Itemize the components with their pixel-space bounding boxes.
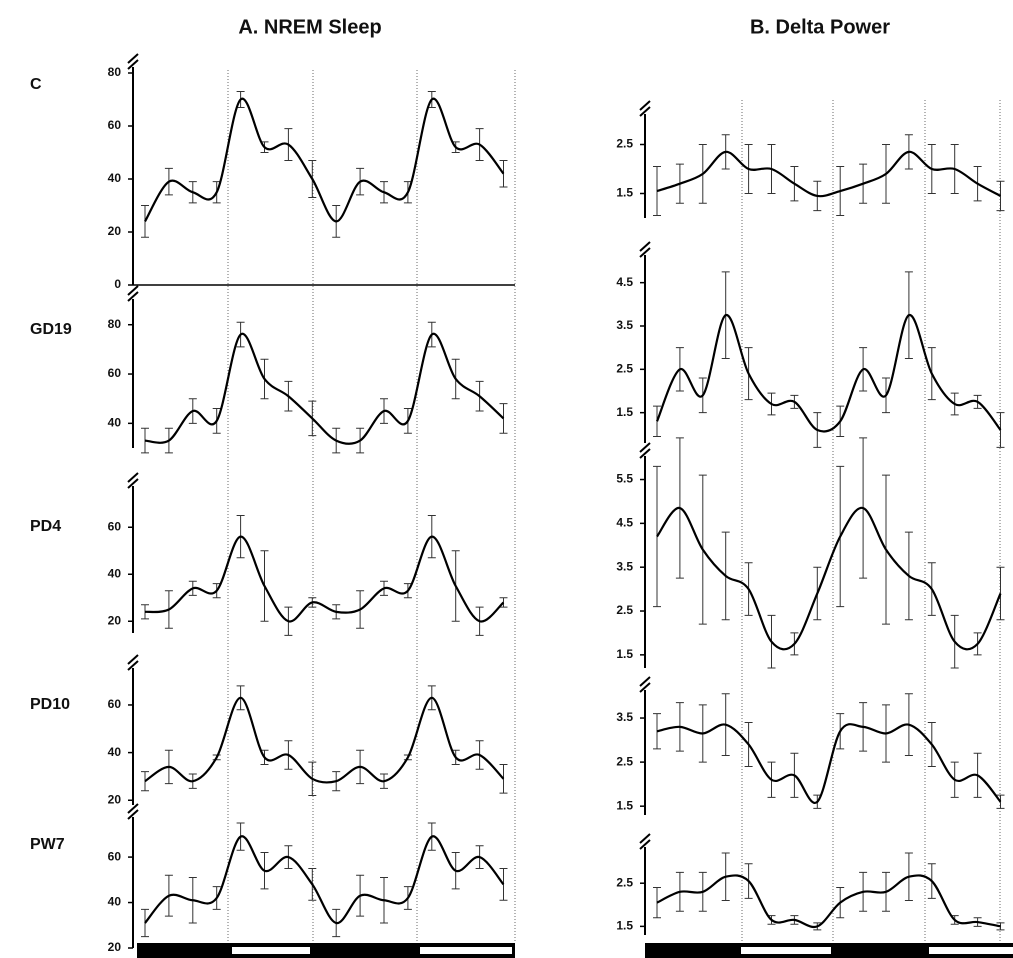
axis-break bbox=[639, 676, 651, 693]
y-tick-label: 2.5 bbox=[616, 362, 633, 376]
light-dark-bar bbox=[137, 943, 1013, 958]
data-line bbox=[144, 535, 505, 623]
y-tick-label: 2.5 bbox=[616, 603, 633, 617]
y-tick-label: 1.5 bbox=[616, 186, 633, 200]
error-bar bbox=[996, 794, 1005, 809]
y-tick-label: 60 bbox=[108, 697, 122, 711]
error-bar bbox=[499, 867, 508, 901]
data-line bbox=[656, 874, 1001, 929]
axis-break bbox=[127, 654, 139, 671]
error-bar bbox=[653, 713, 661, 750]
axis-break bbox=[639, 241, 651, 258]
row-label: PD10 bbox=[30, 696, 70, 713]
y-tick-label: 20 bbox=[108, 613, 122, 627]
y-tick-label: 60 bbox=[108, 519, 122, 533]
y-tick-label: 40 bbox=[108, 895, 122, 909]
error-bar bbox=[996, 922, 1005, 931]
row-label: C bbox=[30, 76, 42, 93]
row-label: GD19 bbox=[30, 321, 72, 338]
y-tick-label: 60 bbox=[108, 118, 122, 132]
axis-break bbox=[127, 803, 139, 820]
error-bar bbox=[499, 403, 508, 434]
error-bar bbox=[653, 405, 661, 437]
axis-break bbox=[127, 285, 139, 302]
y-tick-label: 80 bbox=[108, 317, 122, 331]
error-bar bbox=[141, 771, 149, 792]
y-tick-label: 40 bbox=[108, 566, 122, 580]
y-tick-label: 0 bbox=[114, 277, 121, 291]
y-tick-label: 4.5 bbox=[616, 516, 633, 530]
y-tick-label: 20 bbox=[108, 792, 122, 806]
y-tick-label: 1.5 bbox=[616, 405, 633, 419]
y-tick-label: 1.5 bbox=[616, 647, 633, 661]
y-tick-label: 40 bbox=[108, 745, 122, 759]
data-line bbox=[656, 150, 1002, 198]
row-label: PW7 bbox=[30, 836, 65, 853]
y-tick-label: 60 bbox=[108, 366, 122, 380]
data-line bbox=[144, 97, 505, 223]
y-tick-label: 1.5 bbox=[616, 798, 633, 812]
y-tick-label: 2.5 bbox=[616, 754, 633, 768]
row-label: PD4 bbox=[30, 518, 61, 535]
error-bar bbox=[996, 566, 1005, 621]
y-tick-label: 5.5 bbox=[616, 472, 633, 486]
data-line bbox=[656, 723, 1002, 805]
y-tick-label: 2.5 bbox=[616, 875, 633, 889]
data-line bbox=[656, 506, 1002, 651]
y-tick-label: 80 bbox=[108, 65, 122, 79]
column-title: B. Delta Power bbox=[750, 16, 890, 38]
y-tick-label: 1.5 bbox=[616, 919, 633, 933]
axis-break bbox=[639, 100, 651, 117]
column-title: A. NREM Sleep bbox=[238, 16, 381, 38]
axis-break bbox=[639, 442, 651, 459]
y-tick-label: 2.5 bbox=[616, 137, 633, 151]
axis-break bbox=[127, 53, 139, 70]
y-tick-label: 4.5 bbox=[616, 275, 633, 289]
y-tick-label: 3.5 bbox=[616, 710, 633, 724]
phase-lines bbox=[227, 70, 1001, 943]
y-tick-label: 60 bbox=[108, 849, 122, 863]
data-line bbox=[144, 332, 505, 445]
y-tick-label: 40 bbox=[108, 171, 122, 185]
y-tick-label: 40 bbox=[108, 416, 122, 430]
y-tick-label: 20 bbox=[108, 224, 122, 238]
y-tick-label: 20 bbox=[108, 940, 122, 954]
axis-break bbox=[127, 472, 139, 489]
y-tick-label: 3.5 bbox=[616, 318, 633, 332]
axis-break bbox=[639, 833, 651, 850]
data-line bbox=[144, 696, 505, 784]
y-tick-label: 3.5 bbox=[616, 559, 633, 573]
data-line bbox=[655, 314, 1002, 433]
data-line bbox=[144, 835, 505, 925]
